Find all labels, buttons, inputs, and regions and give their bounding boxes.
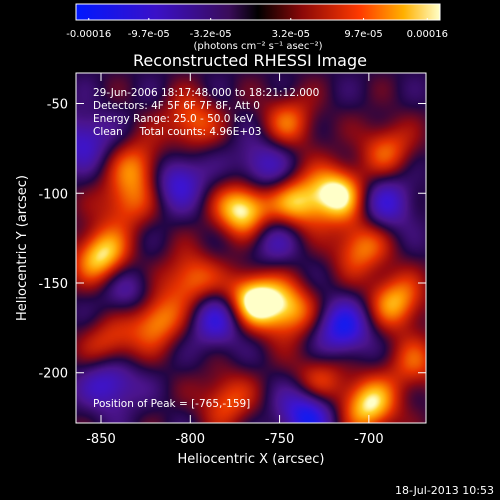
y-tick-label: -50 bbox=[47, 98, 68, 113]
colorbar-tick-label: 0.00016 bbox=[407, 29, 448, 40]
colorbar: -0.00016 -9.7e-05 -3.2e-05 3.2e-05 9.7e-… bbox=[66, 3, 448, 52]
colorbar-tick-label: -0.00016 bbox=[66, 29, 111, 40]
detectors: Detectors: 4F 5F 6F 7F 8F, Att 0 bbox=[93, 100, 260, 112]
energy-range: Energy Range: 25.0 - 50.0 keV bbox=[93, 113, 254, 125]
y-tick-label: -200 bbox=[38, 367, 68, 382]
colorbar-tick-label: -3.2e-05 bbox=[190, 29, 232, 40]
colorbar-tick-label: 9.7e-05 bbox=[344, 29, 382, 40]
y-tick-label: -150 bbox=[38, 277, 68, 292]
colorbar-tick-label: 3.2e-05 bbox=[272, 29, 310, 40]
colorbar-tick-label: -9.7e-05 bbox=[128, 29, 170, 40]
y-axis-label: Heliocentric Y (arcsec) bbox=[15, 175, 30, 321]
x-tick-label: -700 bbox=[354, 432, 384, 447]
heatmap-image bbox=[76, 73, 426, 423]
x-tick-label: -800 bbox=[176, 432, 206, 447]
colorbar-units: (photons cm⁻² s⁻¹ asec⁻²) bbox=[193, 41, 322, 52]
x-tick-label: -850 bbox=[86, 432, 116, 447]
plot-frame bbox=[75, 72, 427, 424]
x-axis-label: Heliocentric X (arcsec) bbox=[178, 452, 325, 467]
clean-counts: Clean Total counts: 4.96E+03 bbox=[93, 126, 262, 138]
peak-position: Position of Peak = [-765,-159] bbox=[93, 398, 251, 410]
x-tick-label: -750 bbox=[265, 432, 295, 447]
y-tick-label: -100 bbox=[38, 187, 68, 202]
colorbar-gradient bbox=[75, 3, 441, 21]
timestamp: 18-Jul-2013 10:53 bbox=[394, 484, 494, 497]
chart-title: Reconstructed RHESSI Image bbox=[133, 51, 367, 70]
time-range: 29-Jun-2006 18:17:48.000 to 18:21:12.000 bbox=[93, 87, 320, 99]
